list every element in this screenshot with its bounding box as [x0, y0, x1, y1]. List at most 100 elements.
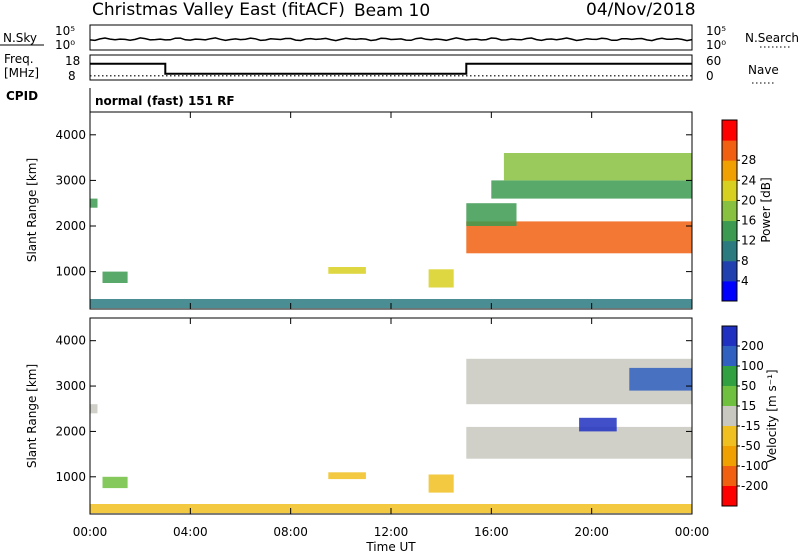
nsky-label: N.Sky: [3, 31, 37, 45]
colorbar-tick-label: -50: [741, 439, 761, 453]
colorbar-swatch: [722, 386, 737, 407]
colorbar-swatch: [722, 326, 737, 347]
y-tick-label: 2000: [55, 424, 86, 438]
colorbar-tick-label: 50: [741, 379, 756, 393]
heatmap-region-8: [90, 198, 98, 208]
colorbar-swatch: [722, 426, 737, 447]
x-tick-label: 20:00: [574, 525, 609, 539]
nsky-right-tick-high: 10⁵: [706, 24, 726, 38]
heatmap-region-3: [428, 269, 454, 288]
colorbar-swatch: [722, 406, 737, 427]
velocity-panel-frame: [89, 317, 693, 515]
nsky-left-tick-high: 10⁵: [55, 24, 75, 38]
heatmap-region-4: [466, 221, 693, 254]
velocity-colorbar: 200 100 50 15 -15 -50 -100 -200: [721, 325, 768, 507]
velocity-heatmap-cells: [90, 358, 693, 514]
colorbar-tick-label: 4: [741, 274, 749, 288]
power-y-label: Slant Range [km]: [25, 158, 39, 262]
nsky-line: [89, 37, 693, 42]
date-label: 04/Nov/2018: [586, 0, 696, 20]
x-tick-label: 00:00: [73, 525, 108, 539]
colorbar-swatch: [722, 140, 737, 161]
heatmap-region-7: [579, 417, 617, 432]
colorbar-swatch: [722, 240, 737, 262]
heatmap-region-2: [328, 267, 366, 274]
nsky-left-tick-low: 10⁰: [55, 38, 75, 52]
colorbar-swatch: [722, 200, 737, 222]
colorbar-tick-label: 100: [741, 359, 764, 373]
colorbar-swatch: [722, 486, 737, 507]
time-x-axis: 00:00 04:00 08:00 12:00 16:00 20:00 00:00: [73, 112, 710, 539]
y-tick-label: 3000: [55, 173, 86, 187]
y-tick-label: 2000: [55, 219, 86, 233]
colorbar-tick-label: 16: [741, 214, 756, 228]
colorbar-swatch: [722, 260, 737, 282]
colorbar-frame: [721, 119, 738, 302]
cpid-label: CPID: [6, 89, 38, 103]
heatmap-region-5: [466, 203, 517, 226]
freq-trace: [90, 62, 692, 75]
colorbar-swatch: [722, 346, 737, 367]
y-tick-label: 3000: [55, 379, 86, 393]
colorbar-tick-label: -100: [741, 459, 768, 473]
heatmap-region-6: [629, 367, 692, 391]
colorbar-swatch: [722, 446, 737, 467]
colorbar-swatch: [722, 366, 737, 387]
power-y-axis: 1000 2000 3000 4000: [55, 128, 692, 279]
freq-left-tick-high: 18: [65, 54, 80, 68]
x-tick-label: 08:00: [273, 525, 308, 539]
colorbar-tick-label: 20: [741, 193, 756, 207]
velocity-y-axis: 1000 2000 3000 4000: [55, 334, 692, 484]
beam-label: Beam 10: [354, 1, 430, 21]
colorbar-swatch: [722, 160, 737, 181]
power-heatmap-cells: [90, 153, 693, 309]
y-tick-label: 4000: [55, 128, 86, 142]
power-colorbar: 4 8 12 16 20 24 28: [721, 119, 756, 302]
heatmap-region-1: [102, 271, 128, 283]
colorbar-tick-label: 24: [741, 173, 756, 187]
nave-right-tick-high: 60: [706, 54, 721, 68]
power-colorbar-label: Power [dB]: [759, 177, 773, 242]
colorbar-tick-label: 12: [741, 234, 756, 248]
nsky-panel: [89, 24, 693, 51]
plot-title: Christmas Valley East (fitACF): [92, 0, 345, 20]
x-tick-label: 16:00: [474, 525, 509, 539]
colorbar-tick-label: -200: [741, 479, 768, 493]
colorbar-tick-label: 28: [741, 153, 756, 167]
heatmap-region-3: [428, 474, 454, 493]
power-panel-frame: [89, 111, 693, 310]
colorbar-swatch: [722, 280, 737, 302]
colorbar-swatch: [722, 180, 737, 201]
colorbar-swatch: [722, 120, 737, 141]
x-tick-label: 12:00: [374, 525, 409, 539]
x-tick-label: 04:00: [173, 525, 208, 539]
heatmap-region-4: [466, 426, 693, 459]
freq-left-tick-low: 8: [68, 69, 76, 83]
colorbar-tick-label: -15: [741, 419, 761, 433]
heatmap-region-6: [491, 180, 692, 199]
heatmap-region-1: [102, 476, 128, 489]
colorbar-swatch: [722, 466, 737, 487]
nsky-trace: [89, 37, 693, 42]
x-tick-label: 00:00: [675, 525, 710, 539]
colorbar-swatch: [722, 220, 737, 242]
heatmap-region-8: [90, 404, 98, 414]
y-tick-label: 4000: [55, 334, 86, 348]
colorbar-tick-label: 200: [741, 339, 764, 353]
velocity-y-label: Slant Range [km]: [25, 364, 39, 468]
nsky-right-tick-low: 10⁰: [706, 38, 726, 52]
heatmap-region-7: [503, 153, 692, 181]
heatmap-region-2: [328, 472, 366, 480]
freq-units-label: [MHz]: [4, 66, 39, 80]
nave-right-tick-low: 0: [706, 69, 714, 83]
freq-label: Freq.: [4, 52, 34, 66]
colorbar-frame: [721, 325, 738, 507]
y-tick-label: 1000: [55, 470, 86, 484]
cpid-value: normal (fast) 151 RF: [95, 94, 235, 108]
nave-label: Nave: [748, 63, 779, 77]
colorbar-tick-label: 8: [741, 254, 749, 268]
velocity-colorbar-label: Velocity [m s⁻¹]: [765, 369, 779, 462]
y-tick-label: 1000: [55, 265, 86, 279]
x-axis-label: Time UT: [365, 540, 416, 554]
nsearch-label: N.Search: [745, 31, 799, 45]
